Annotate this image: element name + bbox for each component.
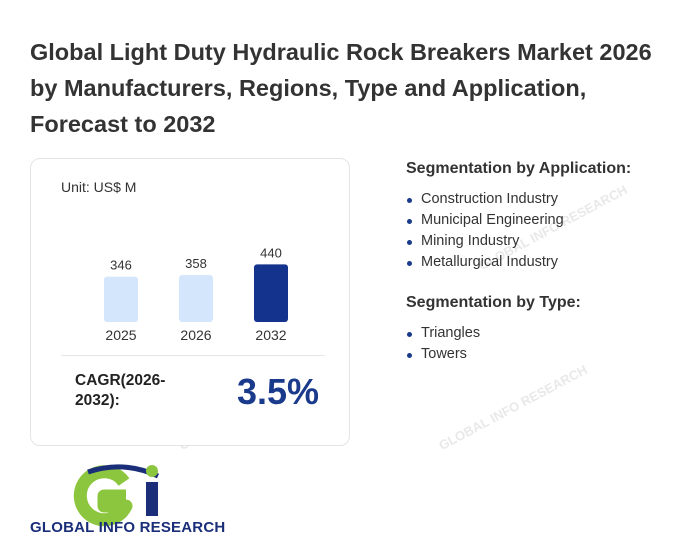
chart-card: Unit: US$ M 346 2025 358 2026 440 2032 CAGR(2… (30, 158, 350, 446)
page-title: Global Light Duty Hydraulic Rock Breaker… (30, 39, 652, 137)
company-logo (73, 464, 160, 527)
logo-i-stem (146, 482, 158, 516)
divider (61, 355, 325, 356)
category-label: 2026 (180, 327, 211, 343)
cagr-value: 3.5% (236, 371, 319, 412)
bar-2025 (104, 276, 138, 322)
type-item: Towers (406, 344, 480, 365)
value-label: 346 (110, 258, 132, 273)
type-item: Triangles (406, 323, 480, 344)
value-label: 358 (185, 256, 207, 271)
logo-i-dot (146, 465, 158, 477)
cagr-label: CAGR(2026-2032): (75, 372, 166, 409)
value-label: 440 (260, 245, 282, 260)
bar-2032 (254, 264, 288, 322)
type-list: Triangles Towers (406, 323, 480, 365)
unit-label: Unit: US$ M (61, 179, 137, 195)
logo-g-mark (73, 465, 133, 527)
application-item: Metallurgical Industry (406, 252, 564, 273)
watermark: GLOBAL INFO RESEARCH (436, 361, 590, 454)
bar-chart: 346 2025 358 2026 440 2032 (104, 245, 288, 343)
application-segment-title: Segmentation by Application: (406, 160, 632, 177)
category-label: 2032 (255, 327, 286, 343)
application-item: Construction Industry (406, 189, 564, 210)
application-item: Municipal Engineering (406, 210, 564, 231)
type-segment-title: Segmentation by Type: (406, 294, 581, 311)
bar-2026 (179, 275, 213, 322)
application-list: Construction Industry Municipal Engineeri… (406, 189, 564, 273)
logo-text: GLOBAL INFO RESEARCH (30, 519, 226, 536)
application-item: Mining Industry (406, 231, 564, 252)
category-label: 2025 (105, 327, 136, 343)
